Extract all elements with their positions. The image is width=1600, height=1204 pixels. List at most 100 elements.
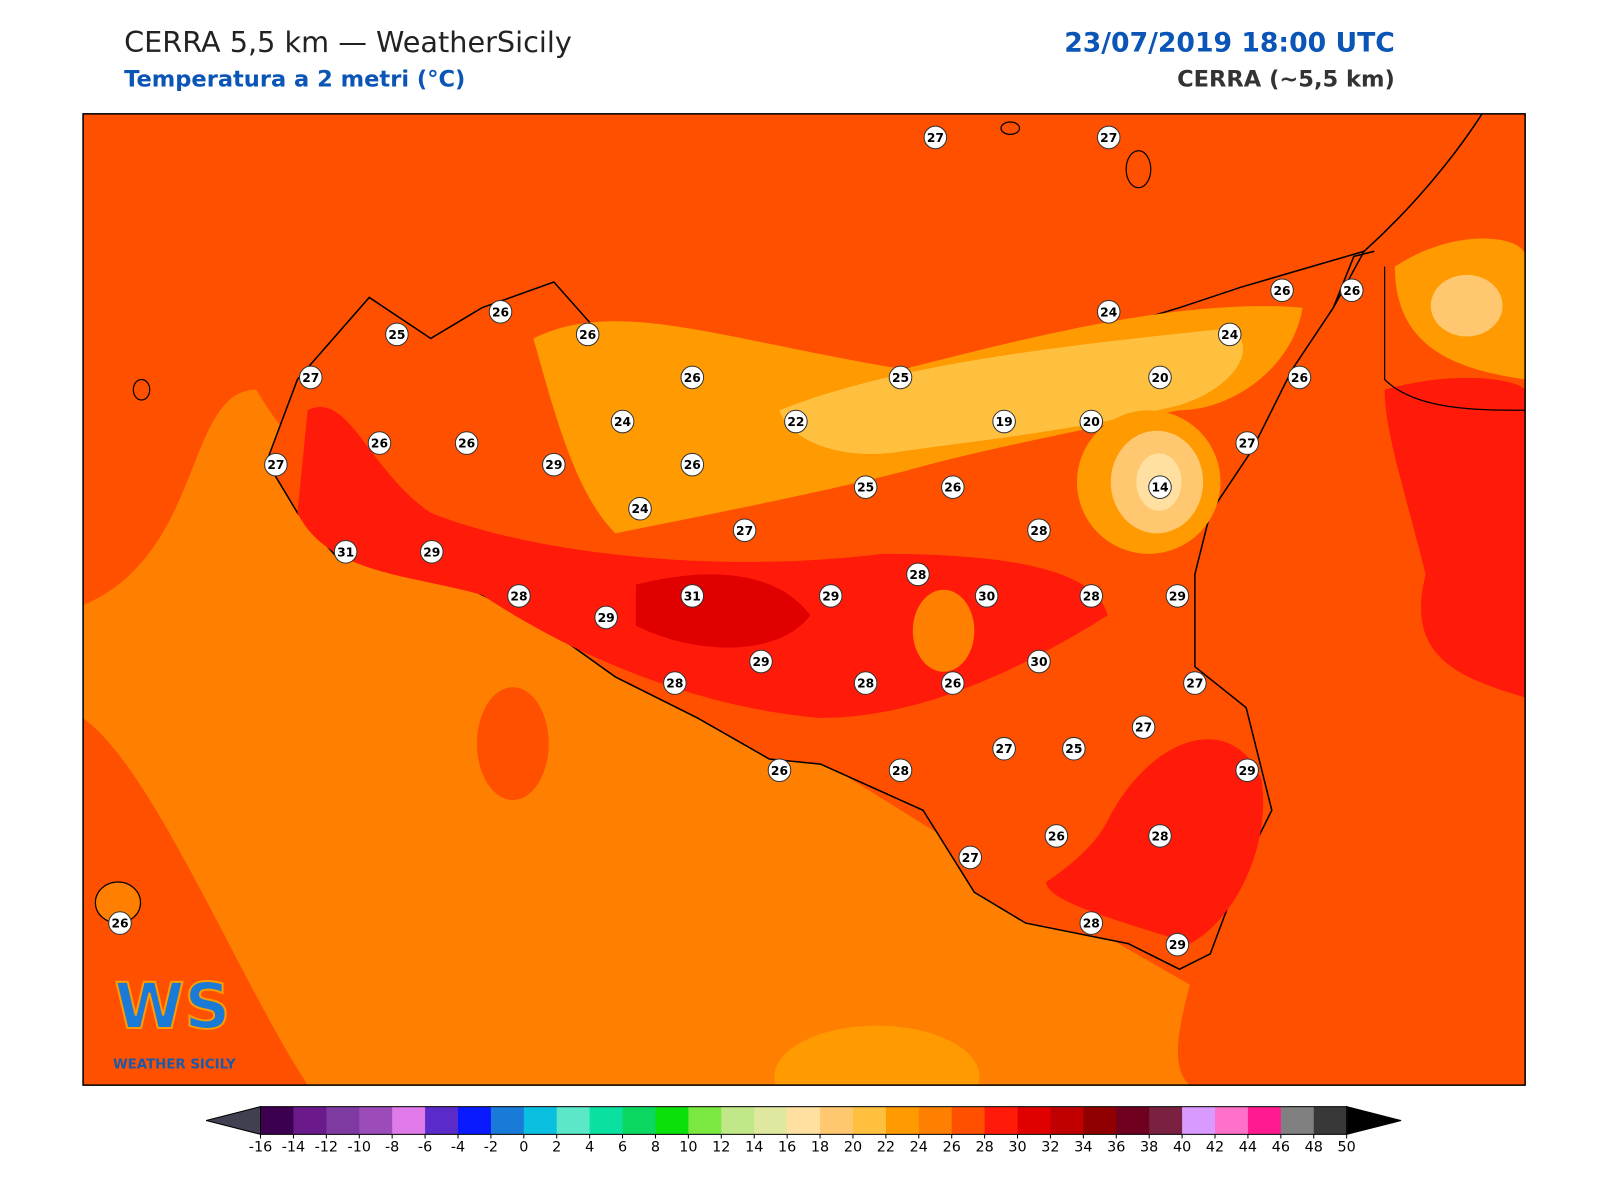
station-value: 28 — [892, 764, 909, 778]
colorbar-extend-under — [206, 1106, 262, 1136]
station-marker — [974, 584, 999, 608]
station-marker — [888, 758, 913, 783]
colorbar-tick-label: 28 — [975, 1140, 993, 1156]
colorbar-segment — [984, 1106, 1019, 1135]
station-marker — [1044, 824, 1069, 848]
colorbar-segment — [326, 1106, 360, 1135]
field — [635, 574, 811, 648]
station-value: 30 — [978, 589, 995, 603]
station-value: 26 — [684, 458, 701, 472]
station-marker — [507, 584, 531, 608]
station-marker — [1096, 125, 1121, 150]
colorbar-tick-label: 42 — [1206, 1140, 1224, 1156]
colorbar-tick-label: 50 — [1338, 1140, 1356, 1156]
colorbar-tick-label: -16 — [249, 1140, 272, 1156]
station-marker — [1183, 671, 1207, 695]
colorbar-tick-label: 6 — [618, 1140, 627, 1156]
station-value: 24 — [1100, 305, 1117, 319]
map-frame — [82, 113, 1526, 1086]
station-marker — [454, 431, 479, 455]
station-marker — [1079, 409, 1104, 434]
colorbar-tick-label: 12 — [712, 1140, 730, 1156]
station-marker — [1339, 278, 1364, 303]
station-marker — [888, 365, 913, 390]
station-marker — [298, 365, 323, 390]
station-value: 27 — [962, 851, 979, 865]
station-value: 26 — [1273, 284, 1290, 298]
station-value: 26 — [371, 437, 388, 451]
station-value: 28 — [1083, 589, 1100, 603]
station-value: 14 — [1151, 481, 1168, 495]
field — [1384, 377, 1526, 698]
station-value: 26 — [579, 328, 596, 342]
station-value: 29 — [423, 545, 440, 559]
station-marker — [1148, 824, 1172, 848]
station-marker — [542, 452, 566, 477]
station-marker — [680, 584, 705, 608]
model: CERRA (~5,5 km) — [1177, 67, 1395, 93]
station-marker — [992, 736, 1016, 761]
colorbar-segment — [1017, 1106, 1051, 1135]
colorbar-tick-label: 8 — [651, 1140, 660, 1156]
colorbar-tick-label: -2 — [484, 1140, 498, 1156]
station-value: 28 — [909, 568, 926, 582]
colorbar-segment — [918, 1106, 953, 1135]
station-value: 29 — [1239, 764, 1256, 778]
colorbar-extend-over — [1346, 1106, 1402, 1136]
station-value: 29 — [822, 589, 839, 603]
station-marker — [853, 671, 878, 695]
station-value: 19 — [996, 415, 1013, 429]
colorbar-segment — [820, 1106, 854, 1135]
colorbar-segment — [787, 1106, 821, 1135]
station-value: 28 — [857, 677, 874, 691]
station-value: 26 — [492, 305, 509, 319]
station-marker — [1235, 431, 1259, 455]
station-value: 28 — [510, 589, 527, 603]
station-marker — [853, 475, 878, 499]
station-marker — [628, 496, 652, 521]
station-value: 31 — [684, 589, 701, 603]
colorbar-segment — [293, 1106, 327, 1135]
colorbar-segment — [885, 1106, 920, 1135]
colorbar-segment — [260, 1106, 294, 1135]
colorbar-tick-label: 38 — [1140, 1140, 1158, 1156]
station-value: 27 — [1100, 131, 1117, 145]
station-marker — [784, 409, 808, 434]
colorbar-tick-label: 48 — [1305, 1140, 1323, 1156]
station-marker — [1079, 584, 1104, 608]
colorbar-tick-label: 44 — [1239, 1140, 1257, 1156]
station-marker — [610, 409, 635, 434]
station-marker — [108, 911, 132, 935]
station-value: 25 — [857, 481, 874, 495]
colorbar-segment — [425, 1106, 459, 1135]
station-value: 28 — [666, 677, 683, 691]
colorbar-tick-label: 30 — [1008, 1140, 1026, 1156]
station-value: 26 — [1291, 371, 1308, 385]
station-marker — [749, 649, 773, 674]
logo-name: WEATHER SICILY — [113, 1058, 236, 1073]
station-value: 27 — [1186, 677, 1203, 691]
colorbar-outline — [260, 1106, 1348, 1135]
station-marker — [958, 845, 983, 870]
colorbar-segment — [457, 1106, 492, 1135]
colorbar-segment — [490, 1106, 525, 1135]
station-value: 27 — [996, 742, 1013, 756]
colorbar-tick-label: 46 — [1272, 1140, 1290, 1156]
colorbar: -16 -14 -12 -10 -8 -6 -4 -2 0 2 4 6 8 10 12 14 16 18 20 22 2… — [206, 1106, 1402, 1156]
station-value: 29 — [598, 611, 615, 625]
colorbar-tick-label: -6 — [418, 1140, 432, 1156]
station-value: 26 — [111, 917, 128, 931]
station-marker — [1235, 758, 1259, 783]
station-marker — [1148, 475, 1172, 499]
station-marker — [1270, 278, 1294, 303]
colorbar-tick-label: 14 — [745, 1140, 763, 1156]
station-marker — [1096, 300, 1121, 324]
colorbar-tick-label: -8 — [385, 1140, 399, 1156]
station-value: 29 — [1169, 589, 1186, 603]
colorbar-segment — [721, 1106, 755, 1135]
colorbar-tick-label: 24 — [910, 1140, 928, 1156]
station-marker — [594, 605, 618, 630]
station-marker — [1148, 365, 1172, 390]
map: 27 27 26 25 26 27 26 25 24 26 26 24 20 26 24 22 19 20 27 26… — [83, 113, 1526, 1086]
station-value: 20 — [1083, 415, 1100, 429]
